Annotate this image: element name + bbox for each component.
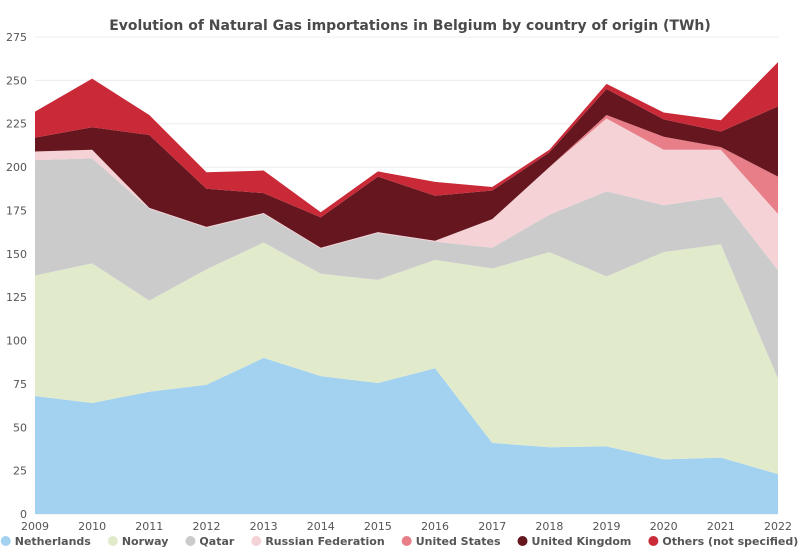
area-series (35, 62, 778, 514)
legend-marker (185, 536, 196, 546)
legend-label: United Kingdom (532, 535, 632, 548)
x-tick-label: 2022 (764, 520, 792, 533)
x-tick-label: 2012 (192, 520, 220, 533)
x-tick-label: 2010 (78, 520, 106, 533)
legend-marker (648, 536, 659, 546)
area-series-qatar (35, 158, 778, 379)
legend-item[interactable]: Others (not specified) (648, 535, 798, 548)
legend-marker (0, 536, 11, 546)
legend-marker (107, 536, 118, 546)
x-tick-label: 2009 (21, 520, 49, 533)
chart-title: Evolution of Natural Gas importations in… (109, 18, 711, 34)
area-series-norway (35, 242, 778, 475)
legend-item[interactable]: United Kingdom (517, 535, 632, 548)
legend-marker (517, 536, 528, 546)
area-series-russian-federation (35, 118, 778, 271)
x-axis: 2009 2010 2011 2012 2013 2014 2015 2016 2017 2018… (21, 520, 792, 533)
legend-label: Others (not specified) (662, 535, 798, 548)
x-tick-label: 2016 (421, 520, 449, 533)
x-tick-label: 2020 (650, 520, 678, 533)
legend-item[interactable]: Qatar (185, 535, 235, 548)
legend-marker (251, 536, 262, 546)
y-axis: 0 25 50 75 100 125 150 175 200 225 250 275 (6, 31, 27, 521)
y-tick-label: 275 (6, 31, 27, 44)
x-tick-label: 2018 (535, 520, 563, 533)
x-tick-label: 2011 (135, 520, 163, 533)
legend-marker (401, 536, 412, 546)
y-tick-label: 50 (13, 421, 27, 434)
y-tick-label: 25 (13, 465, 27, 478)
legend-item[interactable]: United States (401, 535, 501, 548)
area-series-netherlands (35, 357, 778, 514)
x-tick-label: 2021 (707, 520, 735, 533)
legend-item[interactable]: Norway (107, 535, 169, 548)
y-tick-label: 250 (6, 74, 27, 87)
y-tick-label: 125 (6, 291, 27, 304)
area-series-others-not-specified (35, 62, 778, 218)
legend-label: Qatar (199, 535, 234, 548)
legend-item[interactable]: Netherlands (0, 535, 92, 548)
y-tick-label: 200 (6, 161, 27, 174)
y-tick-label: 150 (6, 248, 27, 261)
y-tick-label: 100 (6, 335, 27, 348)
y-tick-label: 0 (20, 508, 27, 521)
area-series-united-kingdom (35, 89, 778, 248)
legend-label: Norway (122, 535, 169, 548)
legend: Netherlands Norway Qatar Russian Federation… (0, 535, 798, 548)
legend-label: United States (416, 535, 501, 548)
x-tick-label: 2017 (478, 520, 506, 533)
y-tick-label: 225 (6, 118, 27, 131)
legend-label: Netherlands (15, 535, 92, 548)
legend-label: Russian Federation (265, 535, 384, 548)
x-tick-label: 2014 (307, 520, 335, 533)
y-tick-label: 175 (6, 204, 27, 217)
x-tick-label: 2019 (593, 520, 621, 533)
x-tick-label: 2015 (364, 520, 392, 533)
x-tick-label: 2013 (250, 520, 278, 533)
y-tick-label: 75 (13, 378, 27, 391)
legend-item[interactable]: Russian Federation (251, 535, 385, 548)
